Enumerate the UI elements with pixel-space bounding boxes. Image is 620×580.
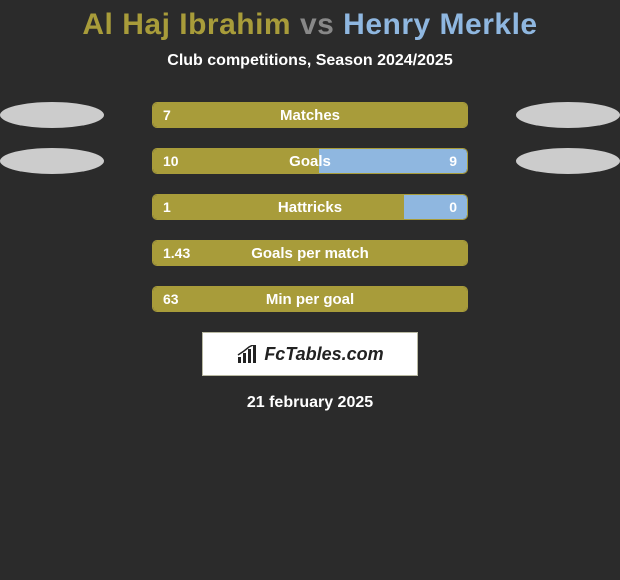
stat-label: Goals (153, 149, 467, 173)
stat-row: Goals10 9 (0, 148, 620, 174)
stat-bar: Goals per match1.43 (152, 240, 468, 266)
player1-value: 63 (163, 287, 179, 311)
vs-text: vs (300, 8, 334, 41)
player1-value: 7 (163, 103, 171, 127)
player1-value: 1 (163, 195, 171, 219)
player1-name: Al Haj Ibrahim (82, 8, 291, 41)
stat-label: Matches (153, 103, 467, 127)
stat-row: Min per goal63 (0, 286, 620, 312)
site-logo[interactable]: FcTables.com (202, 332, 418, 376)
stat-label: Goals per match (153, 241, 467, 265)
player2-oval (516, 148, 620, 174)
stat-row: Hattricks1 0 (0, 194, 620, 220)
chart-icon (236, 345, 260, 363)
player1-value: 1.43 (163, 241, 190, 265)
player2-value: 0 (449, 195, 457, 219)
stat-row: Goals per match1.43 (0, 240, 620, 266)
stat-label: Min per goal (153, 287, 467, 311)
stat-bar: Min per goal63 (152, 286, 468, 312)
stat-row: Matches7 (0, 102, 620, 128)
page-title: Al Haj Ibrahim vs Henry Merkle (0, 8, 620, 42)
stat-bar: Matches7 (152, 102, 468, 128)
player1-value: 10 (163, 149, 179, 173)
stat-label: Hattricks (153, 195, 467, 219)
date-text: 21 february 2025 (0, 394, 620, 412)
player2-value: 9 (449, 149, 457, 173)
stat-bar: Hattricks1 0 (152, 194, 468, 220)
player1-oval (0, 102, 104, 128)
stats-list: Matches7Goals109Hattricks10Goals per mat… (0, 102, 620, 312)
player2-oval (516, 102, 620, 128)
player1-oval (0, 148, 104, 174)
logo-text: FcTables.com (264, 344, 383, 365)
player2-name: Henry Merkle (343, 8, 537, 41)
subtitle: Club competitions, Season 2024/2025 (0, 52, 620, 70)
stat-bar: Goals10 9 (152, 148, 468, 174)
comparison-card: Al Haj Ibrahim vs Henry Merkle Club comp… (0, 0, 620, 412)
